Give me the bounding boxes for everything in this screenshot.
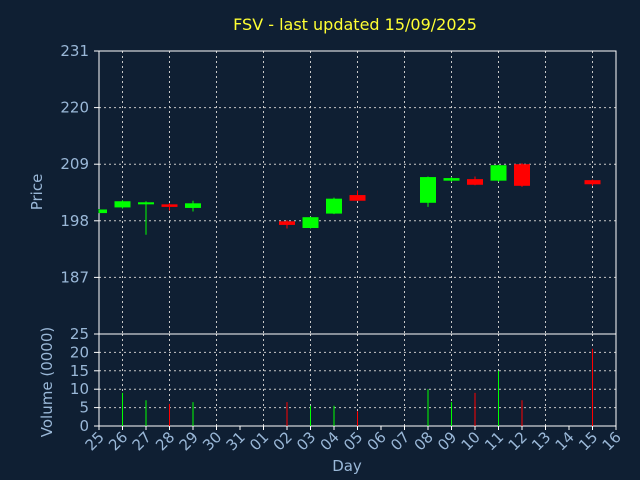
day-tick-label: 08 bbox=[411, 428, 437, 454]
candle-body bbox=[420, 177, 436, 203]
day-tick-label: 12 bbox=[505, 428, 531, 454]
candle-body bbox=[114, 201, 131, 208]
price-tick-label: 198 bbox=[60, 212, 89, 230]
price-axis: 187 198 209 220 231 bbox=[60, 42, 99, 286]
day-tick-label: 26 bbox=[105, 428, 131, 454]
price-grid bbox=[99, 51, 616, 334]
candle-body bbox=[467, 179, 483, 185]
day-tick-label: 06 bbox=[364, 428, 390, 454]
volume-tick-label: 15 bbox=[70, 362, 89, 380]
price-tick-label: 231 bbox=[60, 42, 89, 60]
day-axis: 2526272829303101020304050607080910111213… bbox=[82, 426, 625, 454]
chart-title: FSV - last updated 15/09/2025 bbox=[233, 15, 477, 34]
candle-body bbox=[490, 165, 507, 181]
candle-body bbox=[161, 204, 178, 207]
candle-body bbox=[349, 195, 366, 201]
day-tick-label: 04 bbox=[317, 428, 343, 454]
candle-body bbox=[279, 221, 295, 225]
day-tick-label: 27 bbox=[129, 428, 155, 454]
day-tick-label: 28 bbox=[152, 428, 178, 454]
day-tick-label: 10 bbox=[458, 428, 484, 454]
day-tick-label: 14 bbox=[552, 428, 578, 454]
candle-body bbox=[99, 209, 107, 214]
day-tick-label: 31 bbox=[223, 428, 249, 454]
volume-axis-label: Volume (0000) bbox=[38, 327, 56, 437]
day-tick-label: 01 bbox=[246, 428, 272, 454]
volume-tick-label: 5 bbox=[79, 399, 89, 417]
day-tick-label: 30 bbox=[199, 428, 225, 454]
day-tick-label: 15 bbox=[575, 428, 601, 454]
day-tick-label: 09 bbox=[434, 428, 460, 454]
candle-body bbox=[326, 198, 342, 214]
day-tick-label: 05 bbox=[340, 428, 366, 454]
day-tick-label: 16 bbox=[599, 428, 625, 454]
price-tick-label: 220 bbox=[60, 99, 89, 117]
price-tick-label: 187 bbox=[60, 268, 89, 286]
volume-bars bbox=[122, 348, 593, 426]
price-axis-label: Price bbox=[28, 174, 46, 211]
candle-body bbox=[302, 217, 319, 229]
volume-grid bbox=[99, 334, 616, 426]
candle-body bbox=[584, 180, 601, 185]
candle-body bbox=[514, 164, 530, 186]
day-axis-label: Day bbox=[332, 457, 362, 475]
candle-body bbox=[185, 203, 201, 208]
volume-tick-label: 20 bbox=[70, 343, 89, 361]
candle-body bbox=[443, 178, 460, 181]
day-tick-label: 11 bbox=[481, 428, 507, 454]
candle-body bbox=[138, 202, 154, 205]
day-tick-label: 03 bbox=[293, 428, 319, 454]
day-tick-label: 29 bbox=[176, 428, 202, 454]
volume-tick-label: 25 bbox=[70, 325, 89, 343]
day-tick-label: 13 bbox=[528, 428, 554, 454]
volume-tick-label: 10 bbox=[70, 380, 89, 398]
volume-tick-label: 0 bbox=[79, 417, 89, 435]
day-tick-label: 07 bbox=[387, 428, 413, 454]
candles bbox=[98, 163, 601, 235]
price-tick-label: 209 bbox=[60, 155, 89, 173]
day-tick-label: 02 bbox=[270, 428, 296, 454]
